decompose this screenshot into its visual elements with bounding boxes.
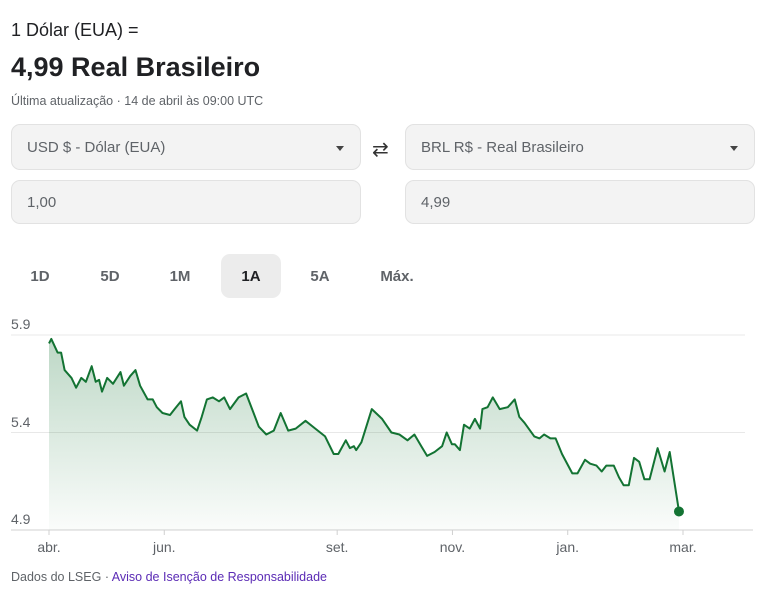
conversion-equation: 1 Dólar (EUA) = [11, 20, 139, 40]
footer-separator: · [104, 570, 109, 584]
y-tick-label: 4.9 [11, 511, 31, 527]
y-tick-label: 5.9 [11, 316, 31, 332]
series-line [48, 337, 680, 512]
tab-5d[interactable]: 5D [100, 267, 120, 285]
footer: Dados do LSEG · Aviso de Isenção de Resp… [11, 570, 327, 584]
tab-1m[interactable]: 1M [169, 267, 191, 285]
x-tick-label: jan. [556, 539, 580, 555]
last-updated: Última atualização · 14 de abril às 09:0… [11, 94, 264, 108]
tab-1d[interactable]: 1D [30, 267, 50, 285]
x-tick-label: abr. [37, 539, 61, 555]
to-amount-input[interactable]: 4,99 [405, 180, 755, 224]
x-tick-label: nov. [439, 539, 466, 555]
tab-1a[interactable]: 1A [221, 254, 281, 298]
to-currency-label: BRL R$ - Real Brasileiro [421, 138, 584, 156]
y-tick-label: 5.4 [11, 414, 31, 430]
tab-max[interactable]: Máx. [380, 267, 414, 285]
disclaimer-link[interactable]: Aviso de Isenção de Responsabilidade [111, 570, 327, 584]
dropdown-caret-icon [336, 146, 344, 151]
from-currency-label: USD $ - Dólar (EUA) [27, 138, 166, 156]
x-tick-label: jun. [152, 539, 176, 555]
swap-currencies-icon[interactable]: ⇄ [372, 139, 389, 161]
from-currency-select[interactable]: USD $ - Dólar (EUA) [11, 124, 361, 170]
data-source: Dados do LSEG [11, 570, 102, 584]
dropdown-caret-icon [730, 146, 738, 151]
conversion-result: 4,99 Real Brasileiro [11, 52, 261, 82]
to-currency-select[interactable]: BRL R$ - Real Brasileiro [405, 124, 755, 170]
x-tick-label: set. [325, 539, 349, 555]
from-amount-input[interactable]: 1,00 [11, 180, 361, 224]
x-tick-label: mar. [669, 539, 697, 555]
last-point-marker [673, 506, 684, 517]
tab-5a[interactable]: 5A [310, 267, 330, 285]
